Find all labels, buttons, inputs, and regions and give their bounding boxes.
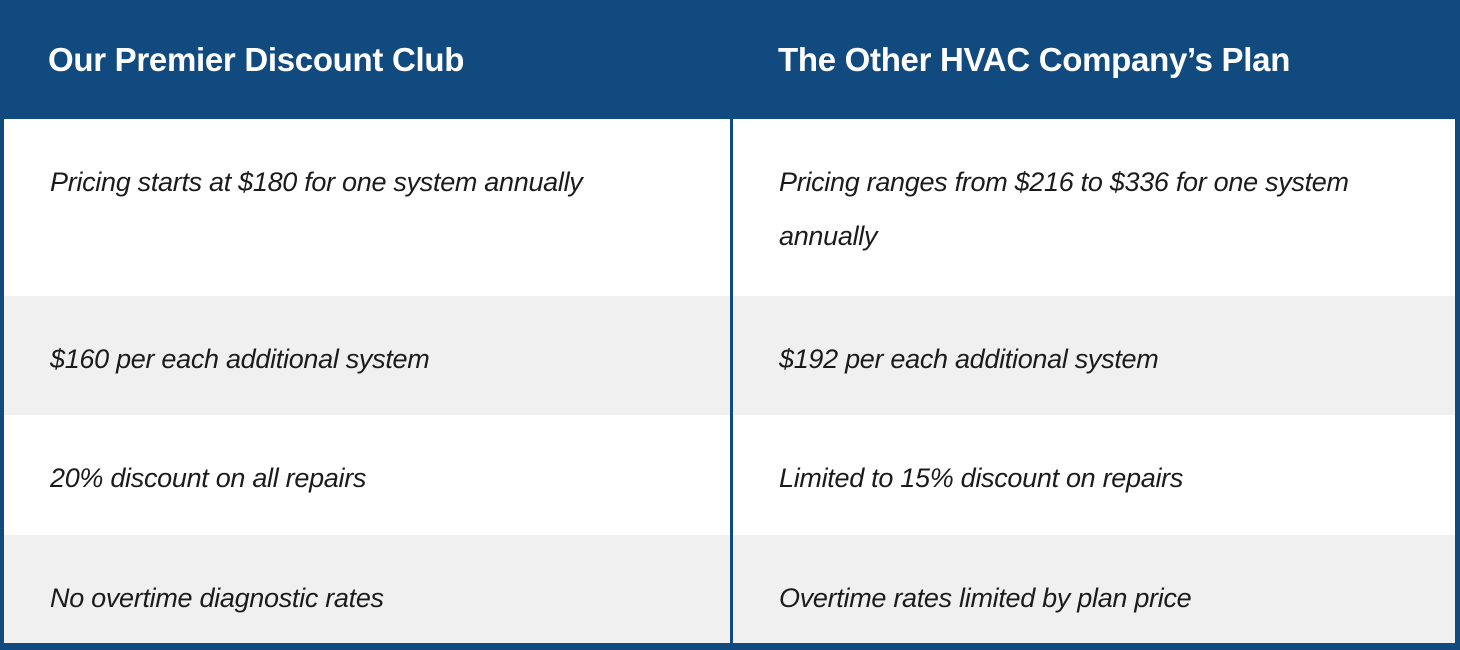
table-row-pricing: Pricing starts at $180 for one system an… <box>4 119 1455 296</box>
cell-other-plan: Limited to 15% discount on repairs <box>730 415 1455 535</box>
table-header-row: Our Premier Discount Club The Other HVAC… <box>4 0 1455 119</box>
cell-text: Overtime rates limited by plan price <box>779 583 1192 613</box>
table-row-repair-discount: 20% discount on all repairs Limited to 1… <box>4 415 1455 535</box>
cell-our-plan: $160 per each additional system <box>4 296 730 415</box>
cell-text: $160 per each additional system <box>50 344 430 374</box>
cell-our-plan: No overtime diagnostic rates <box>4 535 730 643</box>
header-our-plan: Our Premier Discount Club <box>48 40 465 78</box>
table-row-overtime-rates: No overtime diagnostic rates Overtime ra… <box>4 535 1455 643</box>
cell-other-plan: Overtime rates limited by plan price <box>730 535 1455 643</box>
cell-our-plan: Pricing starts at $180 for one system an… <box>4 119 730 296</box>
cell-text: $192 per each additional system <box>779 344 1159 374</box>
cell-text: No overtime diagnostic rates <box>50 583 384 613</box>
cell-text: Pricing ranges from $216 to $336 for one… <box>779 167 1349 251</box>
cell-text: Limited to 15% discount on repairs <box>779 463 1184 493</box>
header-other-plan: The Other HVAC Company’s Plan <box>778 40 1291 78</box>
cell-other-plan: Pricing ranges from $216 to $336 for one… <box>730 119 1455 296</box>
cell-our-plan: 20% discount on all repairs <box>4 415 730 535</box>
cell-text: 20% discount on all repairs <box>50 463 367 493</box>
table-row-additional-system: $160 per each additional system $192 per… <box>4 296 1455 415</box>
cell-other-plan: $192 per each additional system <box>730 296 1455 415</box>
cell-text: Pricing starts at $180 for one system an… <box>50 167 583 197</box>
